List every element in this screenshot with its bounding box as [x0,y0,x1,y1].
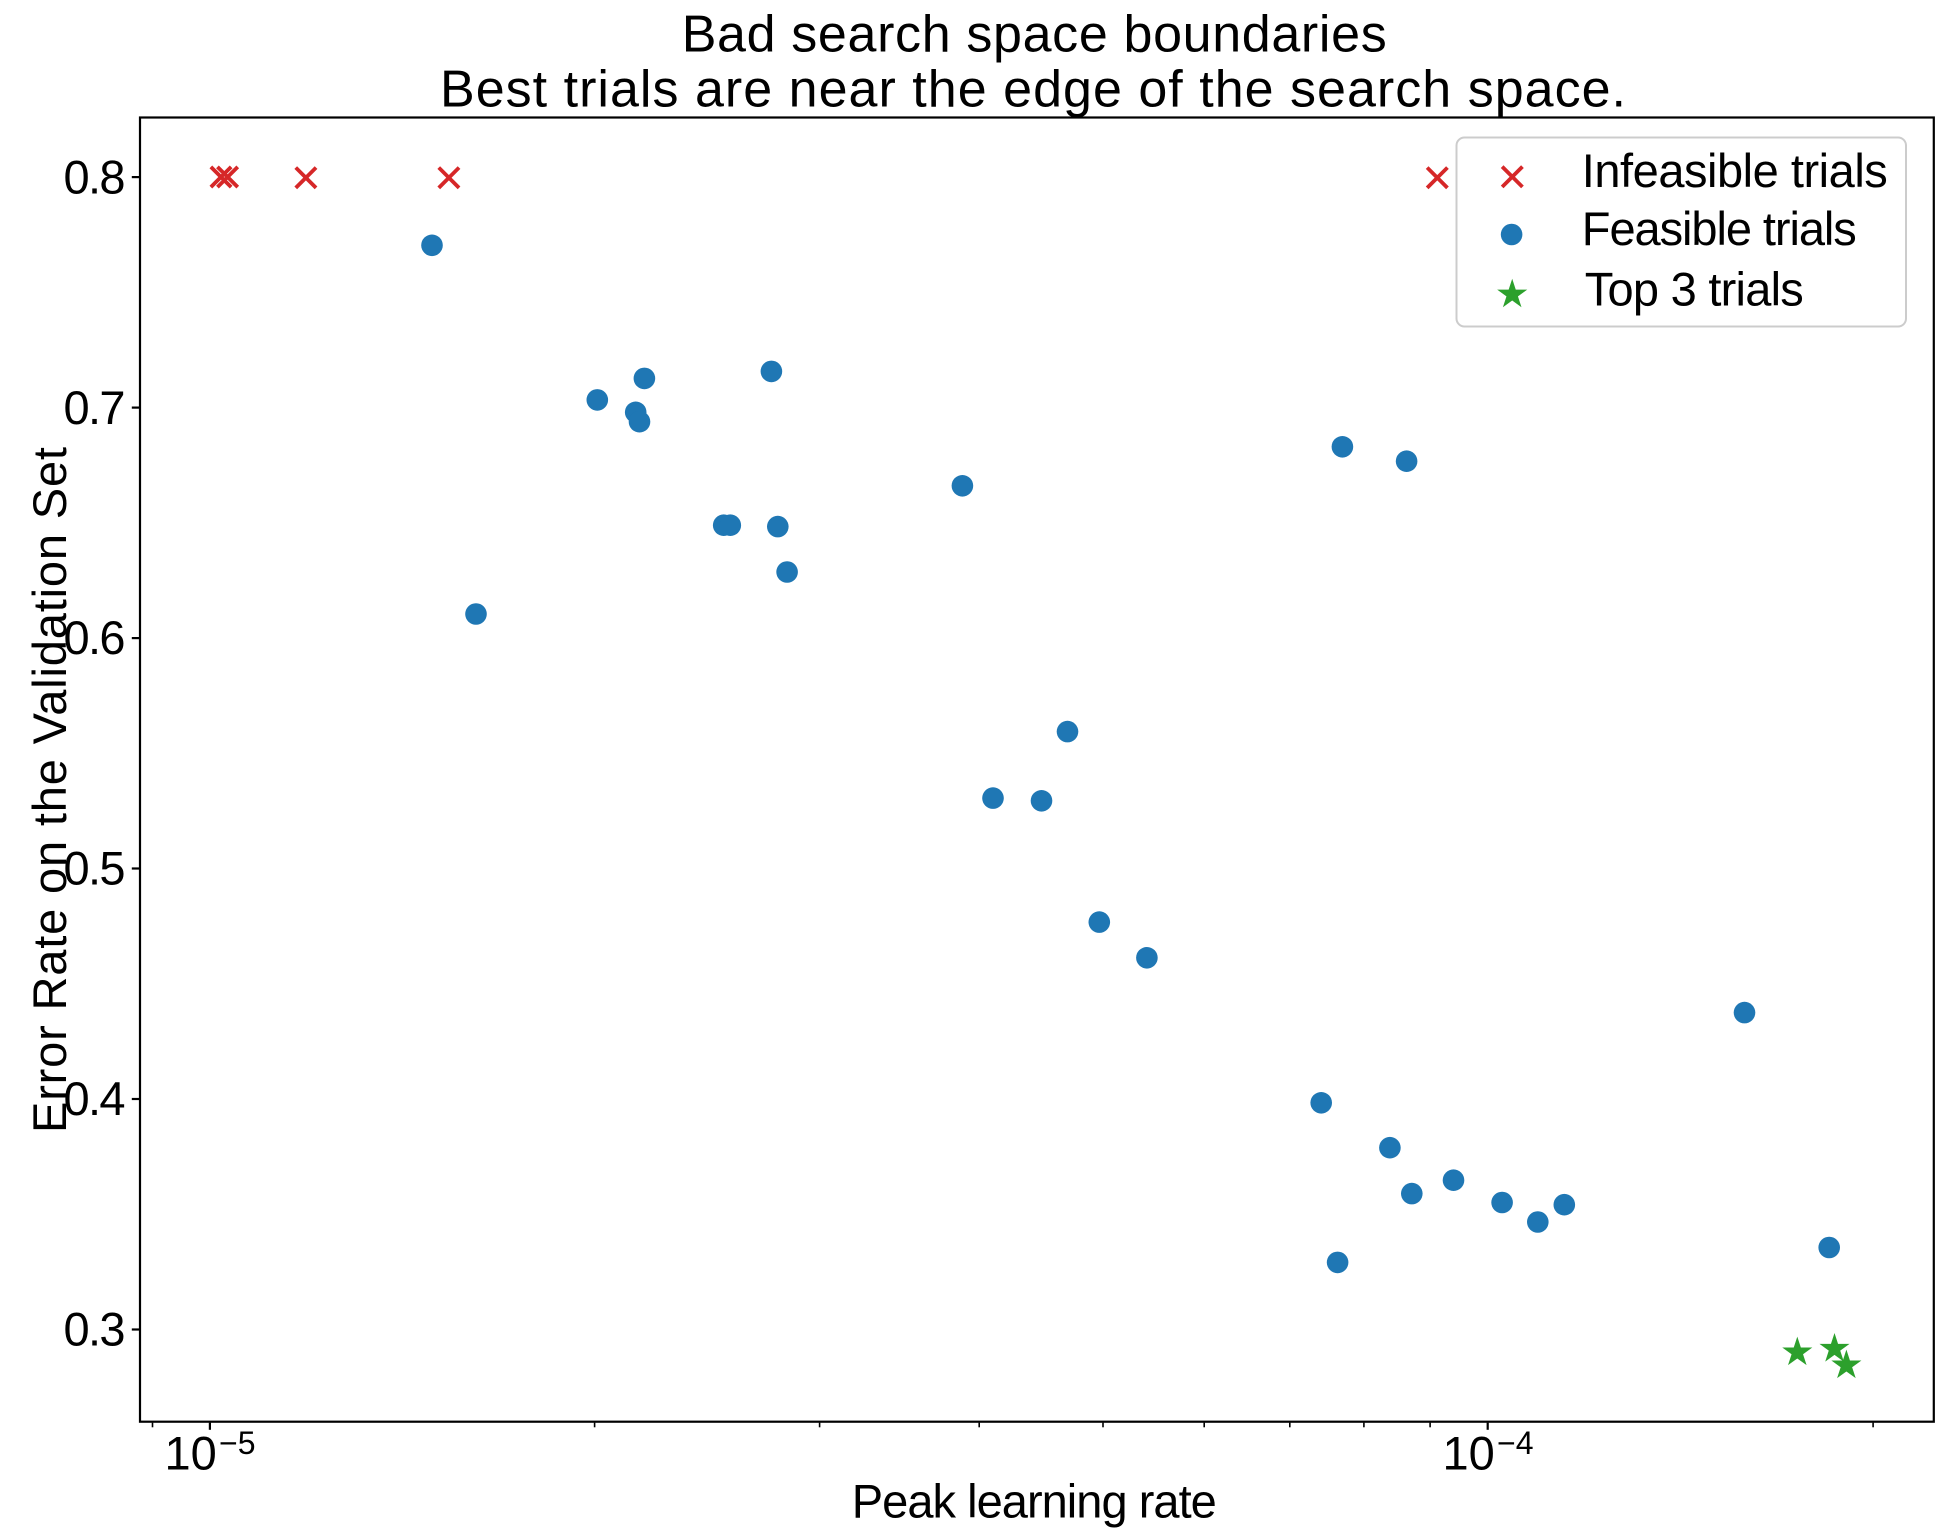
svg-text:10: 10 [165,1427,217,1480]
svg-text:Error Rate on the Validation S: Error Rate on the Validation Set [23,447,76,1133]
svg-text:10: 10 [1443,1427,1495,1480]
svg-text:Infeasible trials: Infeasible trials [1582,144,1888,197]
svg-text:Top 3 trials: Top 3 trials [1585,263,1804,316]
svg-text:0.7: 0.7 [64,381,126,434]
svg-text:0.5: 0.5 [64,842,126,895]
svg-text:−4: −4 [1497,1425,1533,1461]
svg-text:Peak learning rate: Peak learning rate [852,1474,1217,1527]
svg-text:0.6: 0.6 [64,611,126,664]
svg-text:Bad search space boundaries: Bad search space boundaries [682,6,1387,64]
svg-text:0.8: 0.8 [64,150,126,203]
svg-text:0.3: 0.3 [64,1303,126,1356]
svg-text:Best trials are near the edge: Best trials are near the edge of the sea… [440,60,1626,118]
svg-text:−5: −5 [219,1425,255,1461]
svg-text:Feasible trials: Feasible trials [1582,202,1857,255]
svg-text:0.4: 0.4 [64,1072,126,1125]
